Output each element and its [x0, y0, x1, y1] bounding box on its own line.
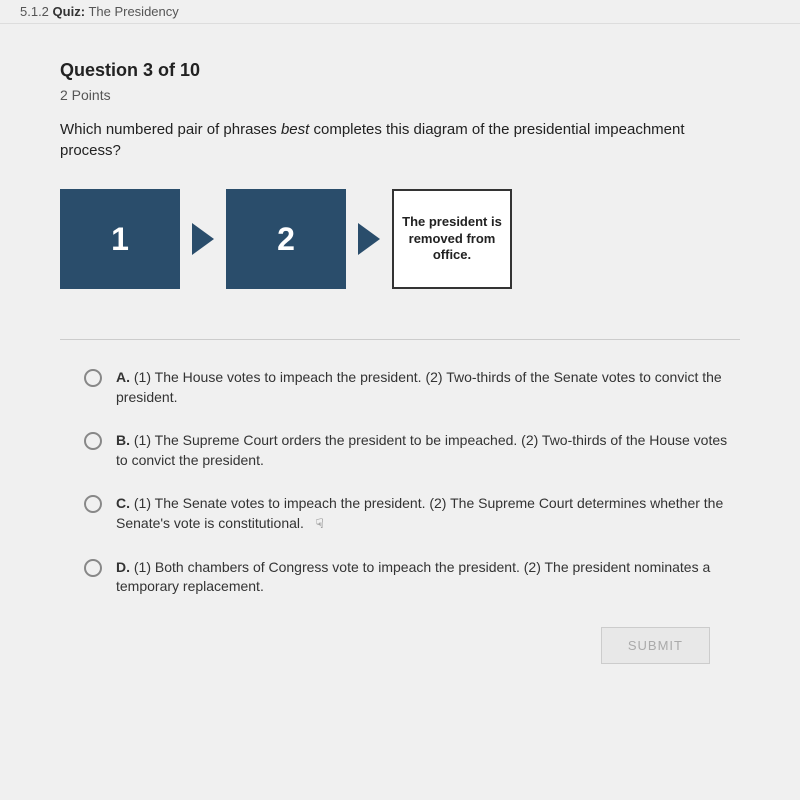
option-c[interactable]: C. (1) The Senate votes to impeach the p… — [60, 494, 740, 533]
option-letter: A. — [116, 369, 130, 385]
arrow-icon — [192, 223, 214, 255]
option-b[interactable]: B. (1) The Supreme Court orders the pres… — [60, 431, 740, 470]
submit-container: SUBMIT — [60, 627, 740, 664]
option-letter: B. — [116, 432, 130, 448]
radio-icon[interactable] — [84, 369, 102, 387]
diagram-box-2: 2 — [226, 189, 346, 289]
option-text: D. (1) Both chambers of Congress vote to… — [116, 558, 740, 597]
stem-italic: best — [281, 121, 309, 138]
option-body: (1) The House votes to impeach the presi… — [116, 369, 722, 405]
option-text: C. (1) The Senate votes to impeach the p… — [116, 494, 740, 533]
flow-diagram: 1 2 The president is removed from office… — [60, 189, 740, 289]
divider — [60, 339, 740, 340]
option-letter: C. — [116, 495, 130, 511]
radio-icon[interactable] — [84, 495, 102, 513]
quiz-header: 5.1.2 Quiz: The Presidency — [0, 0, 800, 24]
quiz-title: The Presidency — [88, 4, 178, 19]
cursor-icon: ☟ — [316, 515, 324, 533]
question-points: 2 Points — [60, 87, 740, 103]
question-number: Question 3 of 10 — [60, 60, 740, 81]
option-letter: D. — [116, 559, 130, 575]
option-d[interactable]: D. (1) Both chambers of Congress vote to… — [60, 558, 740, 597]
stem-part1: Which numbered pair of phrases — [60, 121, 281, 138]
section-number: 5.1.2 — [20, 4, 49, 19]
quiz-label: Quiz: — [53, 4, 86, 19]
option-body: (1) The Supreme Court orders the preside… — [116, 432, 727, 468]
diagram-box-1: 1 — [60, 189, 180, 289]
radio-icon[interactable] — [84, 559, 102, 577]
option-body: (1) Both chambers of Congress vote to im… — [116, 559, 710, 595]
question-stem: Which numbered pair of phrases best comp… — [60, 119, 740, 161]
arrow-icon — [358, 223, 380, 255]
option-text: A. (1) The House votes to impeach the pr… — [116, 368, 740, 407]
radio-icon[interactable] — [84, 432, 102, 450]
diagram-box-3: The president is removed from office. — [392, 189, 512, 289]
option-text: B. (1) The Supreme Court orders the pres… — [116, 431, 740, 470]
option-a[interactable]: A. (1) The House votes to impeach the pr… — [60, 368, 740, 407]
question-content: Question 3 of 10 2 Points Which numbered… — [0, 24, 800, 684]
option-body: (1) The Senate votes to impeach the pres… — [116, 495, 723, 531]
submit-button[interactable]: SUBMIT — [601, 627, 710, 664]
